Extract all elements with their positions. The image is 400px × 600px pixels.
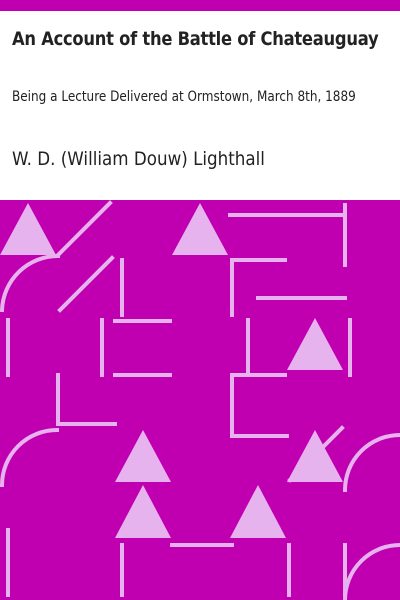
book-author: W. D. (William Douw) Lighthall xyxy=(12,148,265,170)
book-title: An Account of the Battle of Chateauguay xyxy=(12,28,379,50)
top-color-band xyxy=(0,0,400,11)
decorative-cover-pattern xyxy=(0,200,400,600)
book-subtitle: Being a Lecture Delivered at Ormstown, M… xyxy=(12,89,356,105)
